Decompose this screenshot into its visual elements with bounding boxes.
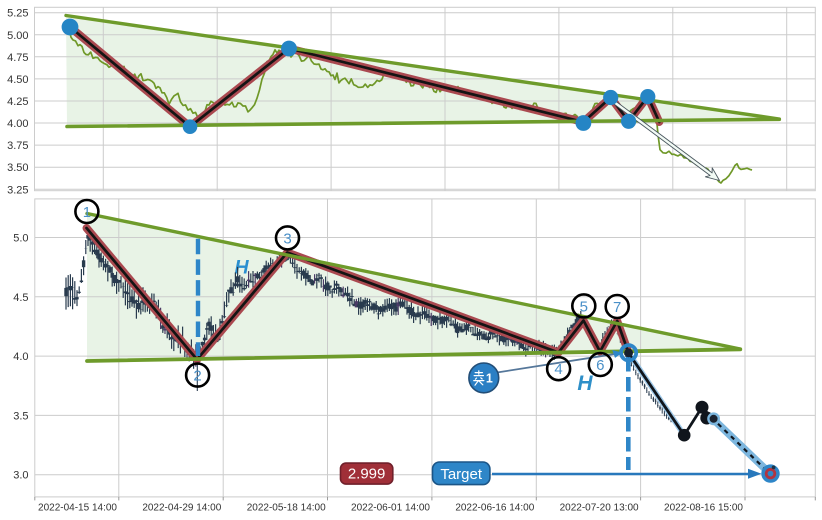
svg-text:1: 1	[83, 204, 91, 221]
svg-text:4.50: 4.50	[7, 74, 28, 86]
svg-text:H: H	[577, 372, 593, 395]
svg-text:4.5: 4.5	[13, 292, 28, 304]
svg-text:2022-06-01 14:00: 2022-06-01 14:00	[351, 503, 430, 514]
svg-text:4: 4	[554, 361, 562, 378]
svg-text:2022-06-16 14:00: 2022-06-16 14:00	[455, 503, 534, 514]
svg-text:2022-08-16 15:00: 2022-08-16 15:00	[664, 503, 743, 514]
svg-text:2022-07-20 13:00: 2022-07-20 13:00	[560, 503, 639, 514]
svg-text:2.999: 2.999	[348, 466, 386, 483]
svg-text:5: 5	[580, 298, 588, 315]
svg-text:5.25: 5.25	[7, 8, 28, 20]
svg-text:3.0: 3.0	[13, 470, 28, 482]
svg-text:5.0: 5.0	[13, 233, 28, 245]
svg-text:3.25: 3.25	[7, 184, 28, 196]
svg-text:Target: Target	[440, 466, 483, 483]
svg-text:4.0: 4.0	[13, 351, 28, 363]
svg-text:3: 3	[283, 230, 291, 247]
svg-text:2022-04-29 14:00: 2022-04-29 14:00	[142, 503, 221, 514]
svg-text:4.25: 4.25	[7, 96, 28, 108]
svg-text:2022-05-18 14:00: 2022-05-18 14:00	[247, 503, 326, 514]
svg-text:4.75: 4.75	[7, 52, 28, 64]
svg-text:3.5: 3.5	[13, 410, 28, 422]
svg-text:6: 6	[596, 357, 604, 374]
svg-text:H: H	[234, 257, 249, 279]
svg-text:5.00: 5.00	[7, 30, 28, 42]
svg-text:7: 7	[613, 299, 621, 316]
svg-text:2022-04-15 14:00: 2022-04-15 14:00	[38, 503, 117, 514]
svg-text:3.75: 3.75	[7, 140, 28, 152]
svg-text:3.50: 3.50	[7, 162, 28, 174]
svg-text:1: 1	[486, 372, 493, 386]
svg-text:4.00: 4.00	[7, 118, 28, 130]
svg-text:2: 2	[193, 368, 201, 385]
